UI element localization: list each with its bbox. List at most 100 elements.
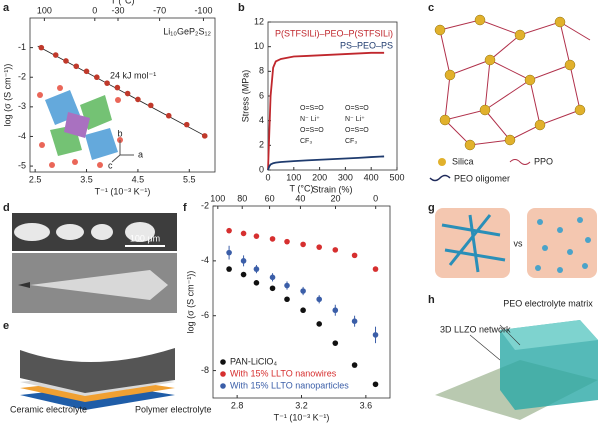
fit-line (37, 45, 208, 138)
x-tick-label: 500 (389, 172, 404, 182)
panel-letter: h (428, 294, 435, 306)
data-point (351, 252, 358, 259)
y-tick-label: -6 (201, 310, 209, 320)
data-point (83, 68, 90, 75)
data-point (240, 271, 247, 278)
callout: PEO electrolyte matrix (503, 298, 593, 308)
data-point (332, 247, 339, 253)
x-tick-label: 3.2 (295, 400, 308, 410)
plot-frame (29, 17, 216, 173)
legend-marker (220, 359, 226, 365)
data-point (351, 362, 358, 368)
inset-axis-label: c (108, 160, 113, 170)
x-tick-label: 2.8 (231, 400, 244, 410)
data-point (253, 280, 260, 286)
x2-tick-label: 100 (210, 193, 225, 203)
y-tick-label: 8 (259, 66, 264, 76)
data-point (269, 236, 276, 242)
x-axis-label: T⁻¹ (10⁻³ K⁻¹) (95, 186, 151, 196)
panel-letter: e (3, 320, 9, 332)
y-tick-label: -4 (201, 255, 209, 265)
structure-label: N⁻ Li⁺ (345, 116, 365, 123)
data-point (351, 318, 358, 325)
data-point (269, 274, 276, 281)
y-tick-label: -2 (201, 200, 209, 210)
legend-label: PS–PEO–PS (340, 40, 393, 50)
data-point (226, 266, 232, 272)
x-tick-label: 3.5 (80, 174, 93, 184)
structure-label: O=S=O (300, 127, 324, 134)
x2-axis-label: T (°C) (290, 183, 314, 193)
data-point (316, 244, 323, 250)
x-tick-label: 200 (312, 172, 327, 182)
x2-tick-label: -100 (194, 5, 212, 15)
vs-label: vs (514, 238, 524, 248)
y-tick-label: 2 (259, 140, 264, 150)
x2-tick-label: 40 (295, 193, 305, 203)
data-point (124, 90, 131, 97)
legend-label: With 15% LLTO nanoparticles (230, 380, 349, 390)
x2-tick-label: -70 (153, 5, 166, 15)
y-tick-label: -4 (18, 131, 26, 141)
x2-tick-label: 60 (265, 193, 275, 203)
inset-axis-label: a (138, 149, 143, 159)
legend-label: P(STFSILi)–PEO–P(STFSILi) (275, 28, 393, 38)
y-axis-label: log (σ (S cm⁻¹)) (185, 271, 195, 334)
panel-letter: a (3, 2, 10, 14)
data-point (183, 121, 190, 128)
data-line (267, 155, 385, 171)
legend-label: Silica (452, 156, 474, 166)
data-point (269, 285, 276, 292)
y-tick-label: 10 (254, 41, 264, 51)
data-point (73, 63, 80, 70)
x-tick-label: 4.5 (132, 174, 145, 184)
data-point (147, 102, 154, 109)
x-tick-label: 5.5 (183, 174, 196, 184)
data-point (316, 296, 323, 303)
x-tick-label: 400 (364, 172, 379, 182)
photo (12, 213, 177, 313)
data-point (114, 84, 121, 91)
y-tick-label: 0 (259, 164, 264, 174)
battery-diagram (20, 348, 175, 410)
scale-bar-label: 100 μm (130, 233, 160, 243)
panel-letter: g (428, 202, 435, 214)
layer-label: Polymer electrolyte (135, 404, 212, 414)
x2-axis-label: T (°C) (111, 0, 135, 5)
data-point (165, 112, 172, 119)
inset-axis-label: b (117, 128, 122, 138)
x2-tick-label: 0 (92, 5, 97, 15)
x2-tick-label: 20 (330, 193, 340, 203)
legend-label: With 15% LLTO nanowires (230, 368, 337, 378)
structure-label: CF₃ (300, 138, 312, 145)
y-tick-label: -3 (18, 101, 26, 111)
data-point (372, 266, 379, 272)
layer-label: Li (100, 406, 107, 416)
legend-marker (220, 383, 226, 389)
x2-tick-label: 100 (37, 5, 52, 15)
legend-label: PEO oligomer (454, 173, 510, 183)
x2-tick-label: -30 (112, 5, 125, 15)
y-tick-label: -1 (18, 42, 26, 52)
x-tick-label: 2.5 (29, 174, 42, 184)
data-line (267, 51, 385, 171)
panel-letter: d (3, 202, 10, 214)
data-point (226, 249, 232, 256)
layer-label: Cathode (78, 352, 112, 362)
y-tick-label: 4 (259, 115, 264, 125)
data-point (104, 80, 110, 86)
data-point (300, 241, 306, 248)
data-point (372, 381, 379, 388)
data-point (52, 52, 59, 58)
callout: 3D LLZO network (440, 324, 511, 334)
legend-label: PAN-LiClO₄ (230, 356, 277, 366)
panel-letter: c (428, 2, 434, 14)
data-point (284, 238, 290, 245)
data-point (300, 288, 306, 294)
layer-label: Ceramic electrolyte (10, 404, 87, 414)
data-point (372, 332, 379, 338)
structure-label: O=S=O (345, 105, 369, 112)
legend-label: PPO (534, 156, 553, 166)
data-point (253, 266, 260, 272)
